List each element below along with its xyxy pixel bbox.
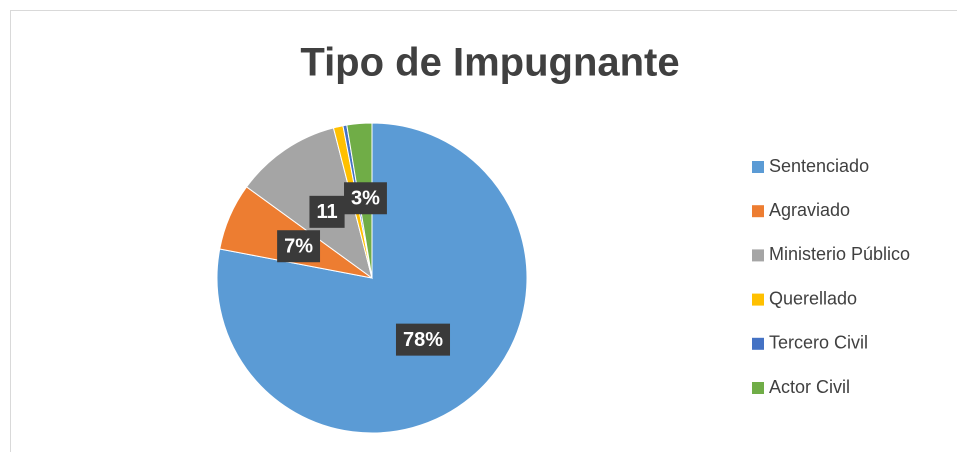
- data-label-text: 78%: [403, 329, 443, 351]
- data-label: 7%: [277, 230, 321, 263]
- data-label: 78%: [395, 323, 451, 356]
- data-label-box: [309, 195, 345, 228]
- legend-label: Sentenciado: [769, 156, 869, 176]
- data-label-text: 7%: [284, 236, 313, 258]
- legend-label: Ministerio Público: [769, 244, 910, 264]
- data-label-text: 11: [316, 201, 337, 223]
- data-label-text: 3%: [351, 188, 380, 210]
- legend-label: Tercero Civil: [769, 333, 868, 353]
- legend-swatch: [752, 205, 764, 218]
- data-label: 11: [309, 195, 345, 228]
- legend-swatch: [752, 249, 764, 262]
- legend-swatch: [752, 293, 764, 306]
- chart-title: Tipo de Impugnante: [300, 41, 679, 85]
- legend-label: Actor Civil: [769, 377, 850, 397]
- data-label-box: [395, 323, 451, 356]
- legend-swatch: [752, 382, 764, 394]
- pie-slice: [245, 127, 373, 280]
- legend-label: Querellado: [769, 288, 857, 308]
- data-label-box: [344, 182, 387, 215]
- legend-swatch: [752, 337, 764, 350]
- legend-label: Agraviado: [769, 200, 850, 220]
- data-label-box: [277, 230, 321, 263]
- data-label: 3%: [344, 182, 387, 215]
- legend-swatch: [752, 161, 764, 173]
